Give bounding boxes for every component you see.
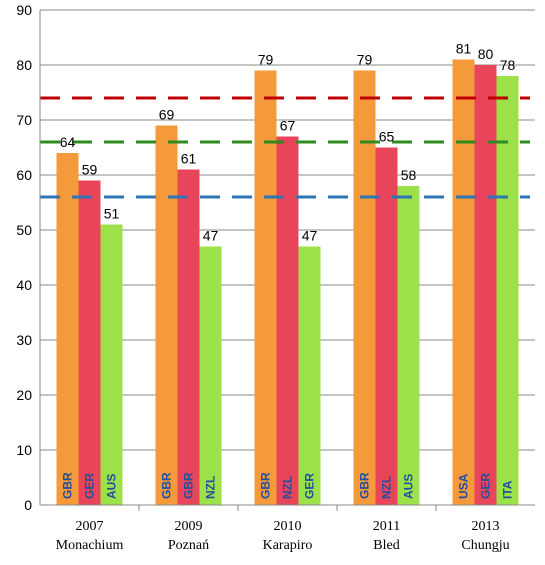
country-label: AUS — [402, 474, 416, 499]
bar — [56, 153, 79, 505]
bar — [100, 224, 123, 505]
x-category-year: 2010 — [274, 519, 302, 534]
data-label: 80 — [478, 46, 494, 62]
country-label: ITA — [501, 480, 515, 499]
country-label: GBR — [259, 472, 273, 499]
bar — [375, 147, 398, 505]
x-category-place: Poznań — [168, 538, 209, 553]
bar — [199, 246, 222, 505]
country-label: GER — [303, 473, 317, 499]
bar — [177, 169, 200, 505]
data-label: 64 — [60, 134, 76, 150]
data-label: 58 — [401, 167, 417, 183]
bar — [78, 180, 101, 505]
data-label: 67 — [280, 118, 296, 134]
bar — [397, 186, 420, 505]
data-label: 79 — [357, 52, 373, 68]
country-label: NZL — [281, 476, 295, 499]
country-label: GBR — [182, 472, 196, 499]
x-category-place: Chungju — [461, 538, 509, 553]
country-label: NZL — [380, 476, 394, 499]
x-category-place: Karapiro — [263, 538, 313, 553]
bar — [155, 125, 178, 505]
country-label: GER — [83, 473, 97, 499]
x-category-year: 2013 — [472, 519, 500, 534]
data-labels: 64 59 51 69 61 47 79 67 47 79 65 58 81 80 78 — [60, 41, 516, 244]
x-axis: 2007 Monachium 2009 Poznań 2010 Karapiro 2011 B… — [39, 10, 535, 553]
x-category-year: 2007 — [76, 519, 104, 534]
bar — [353, 70, 376, 505]
bar — [254, 70, 277, 505]
data-label: 81 — [456, 41, 472, 57]
y-tick-label: 60 — [16, 167, 32, 183]
bar — [474, 65, 497, 505]
bar — [298, 246, 321, 505]
data-label: 61 — [181, 151, 197, 167]
bars — [56, 59, 519, 505]
y-tick-label: 40 — [16, 277, 32, 293]
data-label: 47 — [203, 228, 219, 244]
x-category-year: 2009 — [175, 519, 203, 534]
x-category-place: Bled — [373, 538, 399, 553]
data-label: 69 — [159, 107, 175, 123]
data-label: 65 — [379, 129, 395, 145]
country-label: GBR — [358, 472, 372, 499]
x-category-year: 2011 — [373, 519, 400, 534]
x-category-place: Monachium — [56, 538, 124, 553]
country-label: USA — [457, 473, 471, 499]
data-label: 51 — [104, 206, 120, 222]
data-label: 79 — [258, 52, 274, 68]
y-tick-label: 70 — [16, 112, 32, 128]
country-label: GER — [479, 473, 493, 499]
country-label: AUS — [105, 474, 119, 499]
bar — [496, 76, 519, 505]
bar — [276, 136, 299, 505]
y-tick-label: 30 — [16, 332, 32, 348]
y-axis-ticks: 0 10 20 30 40 50 60 70 80 90 — [16, 2, 32, 513]
data-label: 59 — [82, 162, 98, 178]
country-label: NZL — [204, 476, 218, 499]
data-label: 47 — [302, 228, 318, 244]
bar — [452, 59, 475, 505]
y-tick-label: 20 — [16, 387, 32, 403]
country-labels: GBR GER AUS GBR GBR NZL GBR NZL GER GBR NZL AUS USA G… — [61, 472, 515, 499]
y-tick-label: 50 — [16, 222, 32, 238]
y-tick-label: 80 — [16, 57, 32, 73]
y-tick-label: 0 — [24, 497, 32, 513]
country-label: GBR — [61, 472, 75, 499]
y-tick-label: 90 — [16, 2, 32, 18]
data-label: 78 — [500, 57, 516, 73]
reference-lines — [40, 96, 530, 199]
y-tick-label: 10 — [16, 442, 32, 458]
country-label: GBR — [160, 472, 174, 499]
